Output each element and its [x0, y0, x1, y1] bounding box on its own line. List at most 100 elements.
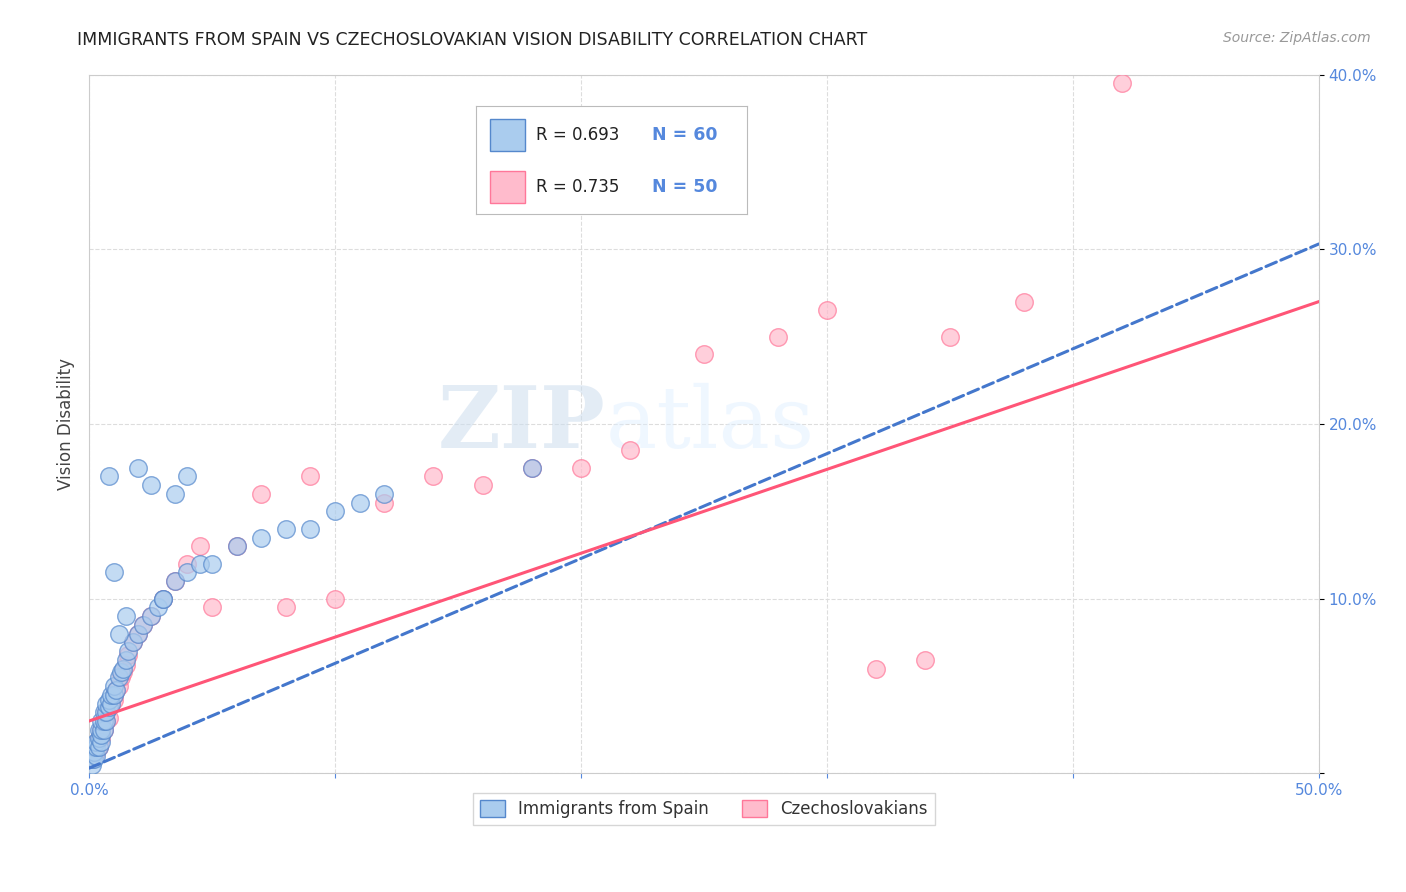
Point [165, 574, 187, 589]
Point [250, 487, 273, 501]
Point [373, 487, 395, 501]
Point [115, 658, 138, 673]
Point [117, 644, 139, 658]
Point [107, 626, 129, 640]
Point [86, 740, 108, 755]
Point [105, 682, 128, 697]
Legend: Immigrants from Spain, Czechoslovakians: Immigrants from Spain, Czechoslovakians [472, 793, 935, 824]
Point [127, 460, 149, 475]
Point [115, 653, 138, 667]
Point [250, 531, 273, 545]
Point [152, 591, 174, 606]
Point [83, 740, 105, 755]
Point [90, 714, 112, 728]
Point [865, 662, 887, 676]
Point [117, 648, 139, 662]
Point [201, 600, 224, 615]
Point [165, 487, 187, 501]
Point [96, 714, 118, 728]
Point [86, 746, 108, 760]
Point [152, 591, 174, 606]
Point [93, 723, 115, 737]
Point [422, 469, 444, 483]
Point [96, 697, 118, 711]
Text: ZIP: ZIP [437, 382, 606, 466]
Point [80, 752, 103, 766]
Point [127, 626, 149, 640]
Point [100, 697, 122, 711]
Point [97, 710, 120, 724]
Point [110, 670, 132, 684]
Point [132, 618, 155, 632]
Point [939, 329, 962, 343]
Text: IMMIGRANTS FROM SPAIN VS CZECHOSLOVAKIAN VISION DISABILITY CORRELATION CHART: IMMIGRANTS FROM SPAIN VS CZECHOSLOVAKIAN… [77, 31, 868, 49]
Point [766, 329, 789, 343]
Point [1111, 76, 1133, 90]
Point [693, 347, 716, 361]
Point [323, 591, 346, 606]
Point [274, 522, 297, 536]
Point [146, 600, 169, 615]
Point [139, 609, 162, 624]
Point [176, 469, 198, 483]
Point [87, 723, 110, 737]
Text: Source: ZipAtlas.com: Source: ZipAtlas.com [1223, 31, 1371, 45]
Point [103, 688, 125, 702]
Point [96, 706, 118, 720]
Point [815, 303, 838, 318]
Point [122, 635, 145, 649]
Point [93, 714, 115, 728]
Point [274, 600, 297, 615]
Point [139, 609, 162, 624]
Point [103, 566, 125, 580]
Point [90, 723, 112, 737]
Y-axis label: Vision Disability: Vision Disability [58, 358, 75, 490]
Point [87, 740, 110, 755]
Point [176, 566, 198, 580]
Point [96, 706, 118, 720]
Point [112, 662, 135, 676]
Point [176, 557, 198, 571]
Point [122, 635, 145, 649]
Point [93, 706, 115, 720]
Point [87, 731, 110, 746]
Point [86, 748, 108, 763]
Point [90, 735, 112, 749]
Point [87, 740, 110, 755]
Point [139, 478, 162, 492]
Point [188, 557, 211, 571]
Point [100, 688, 122, 702]
Point [225, 539, 247, 553]
Point [86, 735, 108, 749]
Point [107, 670, 129, 684]
Point [299, 469, 322, 483]
Point [90, 723, 112, 737]
Point [914, 653, 936, 667]
Point [80, 752, 103, 766]
Point [225, 539, 247, 553]
Point [349, 495, 371, 509]
Point [83, 748, 105, 763]
Point [115, 609, 138, 624]
Point [96, 714, 118, 728]
Point [132, 618, 155, 632]
Point [373, 495, 395, 509]
Point [90, 728, 112, 742]
Point [100, 697, 122, 711]
Point [93, 723, 115, 737]
Point [188, 539, 211, 553]
Point [86, 740, 108, 755]
Point [127, 626, 149, 640]
Point [97, 700, 120, 714]
Point [471, 478, 494, 492]
Point [105, 682, 128, 697]
Point [103, 693, 125, 707]
Point [112, 665, 135, 679]
Point [83, 746, 105, 760]
Point [569, 460, 592, 475]
Point [165, 574, 187, 589]
Point [103, 679, 125, 693]
Point [1012, 294, 1035, 309]
Point [152, 591, 174, 606]
Point [201, 557, 224, 571]
